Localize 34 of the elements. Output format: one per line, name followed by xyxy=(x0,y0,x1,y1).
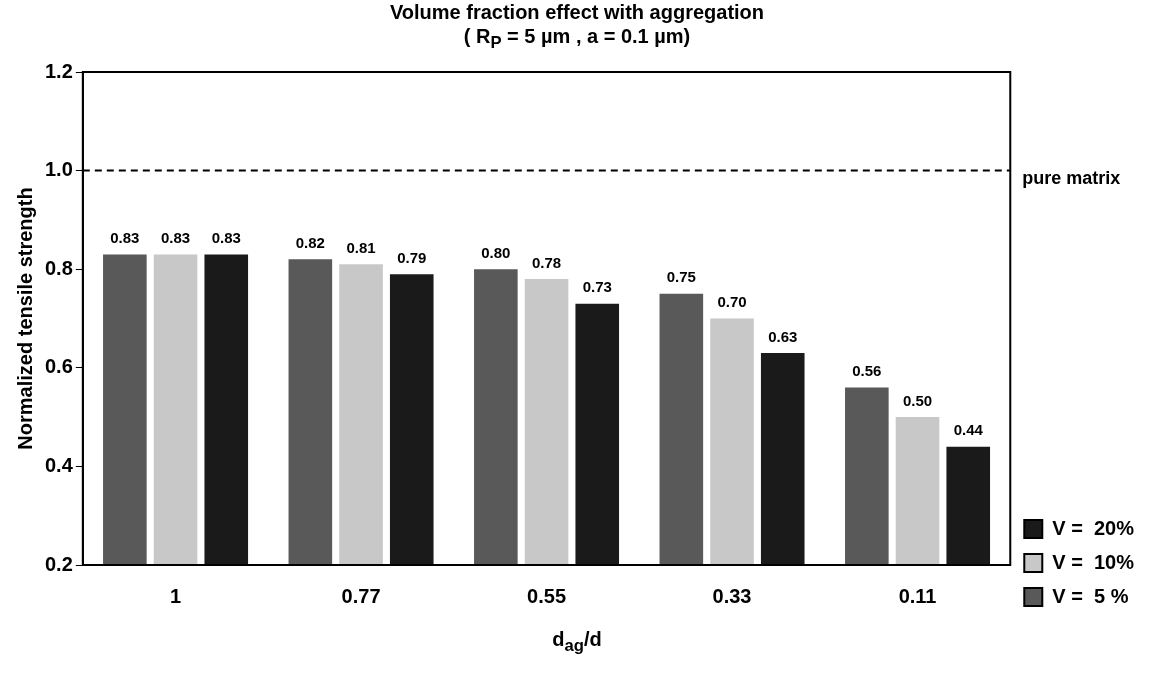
data-label: 0.78 xyxy=(531,253,562,271)
data-label: 0.70 xyxy=(717,293,747,311)
y-tick-label: 0.4 xyxy=(44,453,74,476)
x-tick-label: 0.11 xyxy=(898,584,937,607)
data-label: 0.83 xyxy=(110,229,140,247)
data-label: 0.50 xyxy=(902,391,933,409)
chart-title: Volume fraction effect with aggregation xyxy=(388,0,766,24)
y-tick-label: 1.0 xyxy=(44,158,73,181)
x-tick-label: 0.55 xyxy=(527,584,567,607)
data-label: 0.83 xyxy=(160,229,191,247)
data-label: 0.79 xyxy=(397,248,427,266)
data-label: 0.83 xyxy=(211,229,241,247)
y-tick-label: 0.6 xyxy=(44,355,73,378)
x-axis-title: d$_{ag}$/d xyxy=(551,628,603,656)
y-tick-label: 0.2 xyxy=(44,552,73,575)
data-label: 0.73 xyxy=(582,278,612,296)
chart-subtitle: ( R$_{P}$ = 5 µm , a = 0.1 µm) xyxy=(462,24,692,54)
ref-line-label: pure matrix xyxy=(1022,167,1121,188)
data-label: 0.44 xyxy=(953,421,984,439)
y-axis-title: Normalized tensile strength xyxy=(13,187,36,450)
data-label: 0.81 xyxy=(346,238,376,256)
legend-label: V = 20% xyxy=(1052,516,1135,539)
data-label: 0.56 xyxy=(852,362,882,380)
x-tick-label: 0.77 xyxy=(341,584,381,607)
legend-label: V = 10% xyxy=(1052,550,1135,573)
y-tick-label: 1.2 xyxy=(44,59,73,82)
y-tick-label: 0.8 xyxy=(44,256,73,279)
x-tick-label: 0.33 xyxy=(712,584,752,607)
legend-label: V = 5 % xyxy=(1052,584,1129,607)
x-tick-label: 1 xyxy=(169,584,182,607)
data-label: 0.80 xyxy=(481,243,511,261)
data-label: 0.82 xyxy=(295,233,325,251)
data-label: 0.63 xyxy=(768,327,798,345)
data-label: 0.75 xyxy=(666,268,696,286)
